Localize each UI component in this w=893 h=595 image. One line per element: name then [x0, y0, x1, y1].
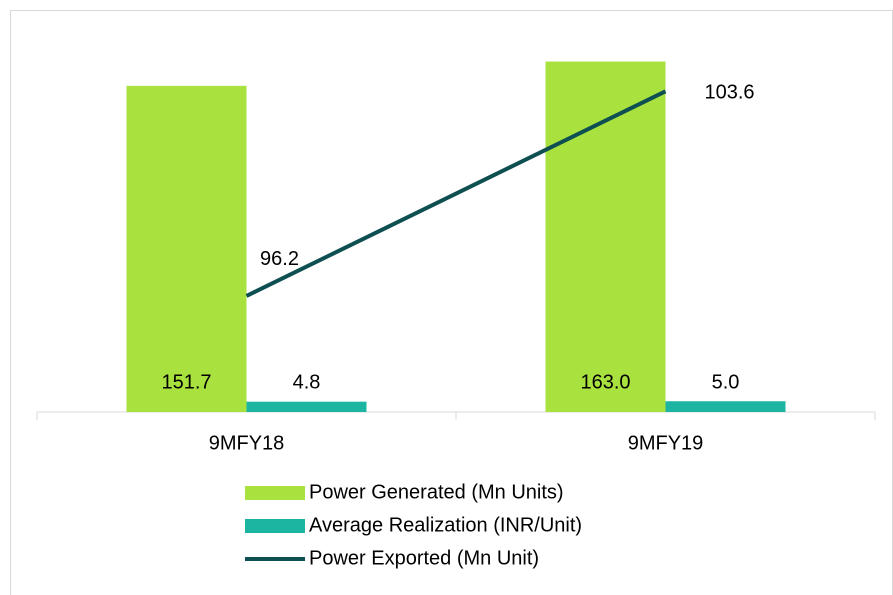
bar: [545, 61, 666, 413]
data-label: 5.0: [712, 371, 740, 393]
data-label: 4.8: [293, 371, 321, 393]
line: [245, 89, 667, 298]
line-label: 96.2: [260, 248, 299, 270]
bar: [126, 85, 247, 412]
data-label: 151.7: [161, 371, 211, 393]
data-label: 163.0: [580, 371, 630, 393]
legend-swatch: [245, 486, 305, 500]
legend-label: Average Realization (INR/Unit): [309, 514, 582, 536]
bar: [246, 401, 367, 412]
legend-label: Power Generated (Mn Units): [309, 481, 564, 503]
legend-label: Power Exported (Mn Unit): [309, 547, 539, 569]
bar: [665, 401, 786, 412]
line-label: 103.6: [704, 82, 754, 104]
x-tick-label: 9MFY18: [209, 432, 285, 454]
legend-swatch: [245, 519, 305, 533]
x-tick-label: 9MFY19: [628, 432, 704, 454]
